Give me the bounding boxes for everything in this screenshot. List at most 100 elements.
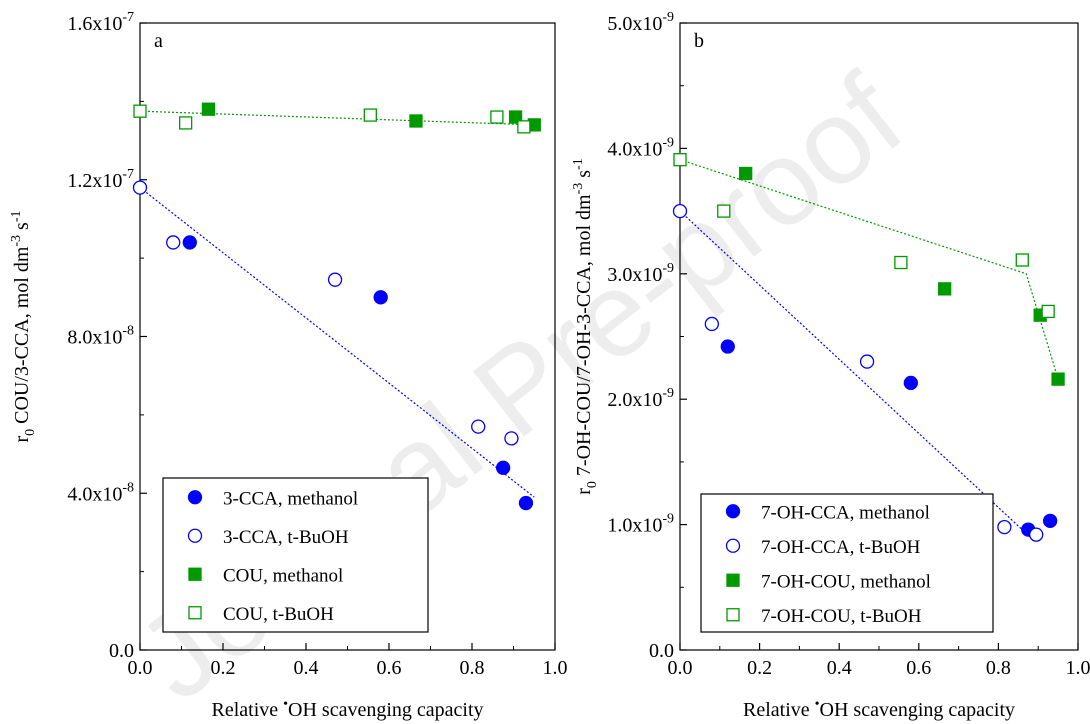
series-7-oh-cou-methanol xyxy=(739,166,1065,386)
data-point xyxy=(1041,304,1055,319)
axis-title-part: Relative xyxy=(211,699,283,721)
data-point xyxy=(201,102,216,116)
data-point xyxy=(373,290,388,305)
fit-line xyxy=(139,110,535,126)
axis-title-part: OH scavenging capacity xyxy=(820,699,1015,721)
axis-title-part: dm xyxy=(573,194,595,220)
y-tick-exponent: -7 xyxy=(122,10,134,25)
panel-label: b xyxy=(694,30,704,52)
series-3-cca-methanol xyxy=(182,235,534,511)
axis-title-part: r xyxy=(573,488,595,495)
legend: 3-CCA, methanol 3-CCA, t-BuOH COU, methano… xyxy=(162,477,429,633)
y-tick-mantissa: 1.0x10 xyxy=(607,515,662,537)
axis-title-part: r xyxy=(11,436,33,443)
y-tick-exponent: -9 xyxy=(662,135,674,150)
series-3-cca-t-buoh xyxy=(132,180,519,446)
data-point xyxy=(133,104,147,118)
data-point xyxy=(1015,253,1029,267)
axis-title-part: -1 xyxy=(571,158,586,170)
data-point xyxy=(894,255,908,270)
legend-entry-label: 7-OH-CCA, t-BuOH xyxy=(761,537,921,558)
axis-title-part: 0 xyxy=(585,481,600,488)
legend-marker xyxy=(726,608,740,622)
y-tick-mantissa: 4.0x10 xyxy=(607,138,662,160)
axis-title-part: COU/3-CCA, mol xyxy=(11,272,33,429)
data-point xyxy=(704,316,719,332)
y-tick-exponent: -9 xyxy=(662,512,674,527)
y-axis-title: r0 7-OH-COU/7-OH-3-CCA, mol dm-3 s-1 xyxy=(571,158,600,494)
y-tick-label: 0.0 xyxy=(109,640,134,662)
x-tick-label: 0.6 xyxy=(906,657,931,679)
data-point xyxy=(495,460,511,475)
series-cou-methanol xyxy=(201,102,541,132)
axis-title-part: dm xyxy=(11,246,33,272)
axis-title-part: s xyxy=(573,170,595,178)
x-tick-label: 1.0 xyxy=(1066,657,1090,679)
x-tick-label: 0.8 xyxy=(460,657,485,679)
axis-title-part: -3 xyxy=(9,235,24,247)
data-point xyxy=(182,235,197,250)
axis-title-part: 7-OH-COU/7-OH-3-CCA, mol xyxy=(573,220,595,481)
y-tick-mantissa: 5.0x10 xyxy=(607,13,662,35)
x-tick-label: 0.0 xyxy=(668,657,693,679)
data-point xyxy=(717,204,731,218)
legend-entry-label: COU, t-BuOH xyxy=(223,604,334,625)
y-tick-label: 0.0 xyxy=(649,640,674,662)
legend-entry-label: 3-CCA, t-BuOH xyxy=(223,527,349,548)
y-tick-label: 5.0x10-9 xyxy=(607,10,674,35)
data-point xyxy=(673,153,687,167)
series-7-oh-cca-methanol xyxy=(720,339,1058,537)
legend-marker xyxy=(187,490,203,505)
axis-title-part: • xyxy=(283,697,288,712)
data-point xyxy=(166,235,181,250)
axis-title-part: -1 xyxy=(9,210,24,222)
legend-marker xyxy=(725,538,741,553)
x-tick-label: 0.4 xyxy=(827,657,852,679)
y-tick-label: 1.0x10-9 xyxy=(607,512,674,537)
data-point xyxy=(132,180,148,195)
fit-line xyxy=(139,187,535,498)
chart-panel-a: 0.0 0.2 0.4 0.6 0.8 1.00.04.0x10-88.0x10-81.2… xyxy=(9,10,568,721)
data-point xyxy=(859,354,875,369)
x-tick-label: 0.4 xyxy=(294,657,319,679)
y-tick-label: 3.0x10-9 xyxy=(607,261,674,286)
y-tick-label: 4.0x10-8 xyxy=(67,480,134,505)
axis-title-part: s xyxy=(11,222,33,230)
data-point xyxy=(938,282,952,296)
data-point xyxy=(363,108,377,122)
y-tick-label: 1.6x10-7 xyxy=(67,10,134,35)
legend-marker xyxy=(187,528,203,543)
x-tick-label: 0.8 xyxy=(986,657,1011,679)
x-tick-label: 1.0 xyxy=(543,657,568,679)
data-point xyxy=(518,495,534,511)
fit-line xyxy=(679,159,1059,380)
panel-label: a xyxy=(154,30,163,52)
y-tick-exponent: -9 xyxy=(662,261,674,276)
data-point xyxy=(471,419,486,434)
series-7-oh-cou-t-buoh xyxy=(673,153,1055,319)
legend: 7-OH-CCA, methanol 7-OH-CCA, t-BuOH 7-OH-C… xyxy=(700,493,994,633)
series-7-oh-cca-t-buoh xyxy=(672,203,1044,542)
data-point xyxy=(1029,527,1044,542)
y-axis-title: r0 COU/3-CCA, mol dm-3 s-1 xyxy=(9,210,38,442)
data-point xyxy=(504,431,519,446)
y-tick-exponent: -8 xyxy=(122,324,134,339)
x-tick-label: 0.0 xyxy=(128,657,153,679)
x-axis-title: Relative •OH scavenging capacity xyxy=(743,697,1015,721)
x-tick-label: 0.6 xyxy=(377,657,402,679)
data-point xyxy=(409,114,423,128)
legend-entry-label: 3-CCA, methanol xyxy=(223,488,358,509)
x-axis-title: Relative •OH scavenging capacity xyxy=(211,697,483,721)
y-tick-mantissa: 3.0x10 xyxy=(607,264,662,286)
legend-entry-label: COU, methanol xyxy=(223,565,343,586)
legend-marker xyxy=(726,573,740,587)
legend-marker xyxy=(725,504,741,519)
axis-title-part: Relative xyxy=(743,699,815,721)
legend-marker xyxy=(188,606,202,620)
y-tick-mantissa: 4.0x10 xyxy=(67,483,122,505)
y-tick-exponent: -7 xyxy=(122,167,134,182)
y-tick-mantissa: 8.0x10 xyxy=(67,327,122,349)
y-tick-label: 8.0x10-8 xyxy=(67,324,134,349)
data-point xyxy=(739,166,753,181)
